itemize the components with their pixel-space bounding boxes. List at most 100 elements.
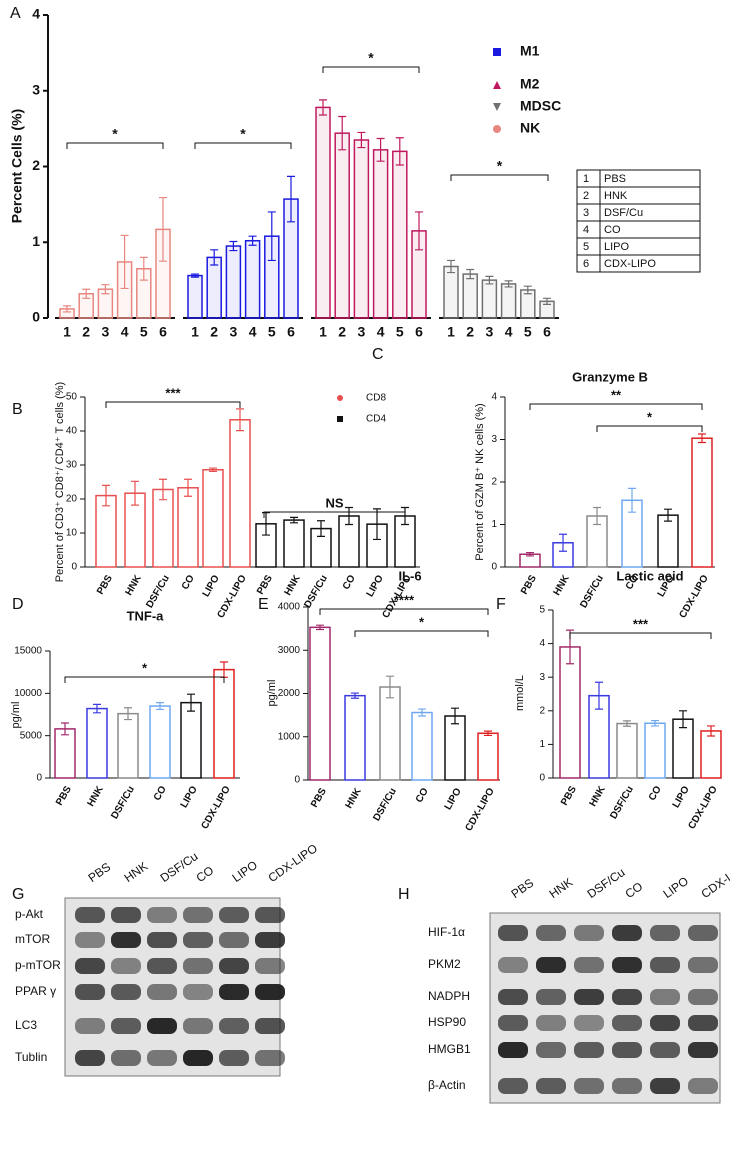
x-tick-label: PBS xyxy=(255,573,275,597)
error-bar xyxy=(120,234,129,290)
x-tick-label: LIPO xyxy=(443,786,464,812)
bar xyxy=(481,279,498,319)
error-bar xyxy=(526,551,534,557)
y-tick-label: 30 xyxy=(66,460,78,471)
blot-band xyxy=(536,1042,566,1058)
lane-label: CO xyxy=(194,863,217,885)
protein-label: PKM2 xyxy=(428,957,461,971)
legend-table-cell: DSF/Cu xyxy=(604,207,643,219)
error-bar xyxy=(484,730,492,737)
blot-band xyxy=(574,1078,604,1094)
blot-band xyxy=(183,958,213,974)
error-bar xyxy=(543,297,551,305)
bar xyxy=(700,730,722,779)
legend-table-cell: HNK xyxy=(604,190,628,202)
error-bar xyxy=(523,285,532,295)
blot-band xyxy=(75,932,105,948)
blot-band xyxy=(75,984,105,1000)
blot-band xyxy=(183,907,213,923)
error-bar xyxy=(139,256,148,281)
bar xyxy=(149,705,171,779)
bar xyxy=(477,732,499,781)
lane-label: DSF/Cu xyxy=(585,865,628,901)
y-tick-label: 5000 xyxy=(20,730,43,741)
significance-bracket xyxy=(596,425,703,432)
blot-band xyxy=(650,957,680,973)
blot-band xyxy=(498,1078,528,1094)
chart-title: IL-6 xyxy=(398,568,421,583)
y-tick-label: 15000 xyxy=(14,646,42,657)
error-bar xyxy=(595,681,603,710)
y-tick-label: 0 xyxy=(539,773,545,784)
error-bar xyxy=(317,520,325,537)
panel-label: E xyxy=(258,596,269,613)
error-bar xyxy=(267,211,276,262)
blot-band xyxy=(111,1050,141,1066)
x-tick-label: CO xyxy=(647,784,664,803)
error-bar xyxy=(447,259,455,274)
x-tick-label: 1 xyxy=(63,324,71,340)
x-tick-label: 2 xyxy=(82,324,90,340)
blot-band xyxy=(536,1078,566,1094)
bar xyxy=(206,256,222,319)
lane-label: CDX-LIPO xyxy=(699,857,730,901)
error-bar xyxy=(338,115,347,151)
legend-label: M1 xyxy=(520,43,540,59)
x-tick-label: PBS xyxy=(95,573,115,597)
significance-label: * xyxy=(368,50,374,66)
x-tick-label: 2 xyxy=(466,324,474,340)
x-tick-label: 1 xyxy=(447,324,455,340)
x-tick-label: CDX-LIPO xyxy=(686,784,720,831)
y-tick-label: 3 xyxy=(491,434,497,445)
legend-marker xyxy=(337,416,343,422)
bar xyxy=(202,469,224,568)
x-tick-label: 1 xyxy=(191,324,199,340)
legend-marker xyxy=(337,395,343,401)
bar xyxy=(616,722,638,779)
significance-label: *** xyxy=(633,616,649,631)
protein-label: NADPH xyxy=(428,989,470,1003)
blot-band xyxy=(147,907,177,923)
error-bar xyxy=(102,484,110,507)
x-tick-label: 5 xyxy=(524,324,532,340)
blot-band xyxy=(612,957,642,973)
blot-band xyxy=(650,925,680,941)
protein-label: p-Akt xyxy=(15,907,44,921)
y-axis-label: Percent of CD3⁺ CD8⁺/ CD4⁺ T cells (%) xyxy=(54,382,66,582)
bar xyxy=(462,273,478,319)
protein-label: p-mTOR xyxy=(15,958,61,972)
blot-band xyxy=(219,1050,249,1066)
error-bar xyxy=(386,675,394,699)
bar xyxy=(353,139,370,319)
blot-band xyxy=(612,1015,642,1031)
x-tick-label: LIPO xyxy=(365,573,386,599)
x-tick-label: 4 xyxy=(121,324,129,340)
significance-bracket xyxy=(105,401,241,408)
blot-band xyxy=(75,1050,105,1066)
blot-band xyxy=(498,989,528,1005)
blot-band xyxy=(255,1050,285,1066)
lane-label: DSF/Cu xyxy=(158,849,201,885)
bar xyxy=(500,283,517,319)
x-tick-label: 1 xyxy=(319,324,327,340)
y-tick-label: 0 xyxy=(491,562,497,573)
bar xyxy=(152,488,174,568)
significance-label: * xyxy=(240,126,246,142)
blot-band xyxy=(650,1042,680,1058)
y-tick-label: 3 xyxy=(539,672,545,683)
error-bar xyxy=(376,137,385,162)
y-tick-label: 1 xyxy=(32,233,40,249)
error-bar xyxy=(287,175,295,223)
blot-band xyxy=(688,1078,718,1094)
legend-table-cell: 1 xyxy=(583,173,589,185)
legend-label: NK xyxy=(520,120,540,136)
y-tick-label: 10 xyxy=(66,528,78,539)
blot-band xyxy=(574,1042,604,1058)
blot-band xyxy=(688,1042,718,1058)
blot-band xyxy=(111,958,141,974)
x-tick-label: DSF/Cu xyxy=(371,786,399,823)
x-tick-label: 2 xyxy=(338,324,346,340)
blot-band xyxy=(111,984,141,1000)
legend-table-cell: CO xyxy=(604,224,621,236)
bar xyxy=(411,711,433,781)
